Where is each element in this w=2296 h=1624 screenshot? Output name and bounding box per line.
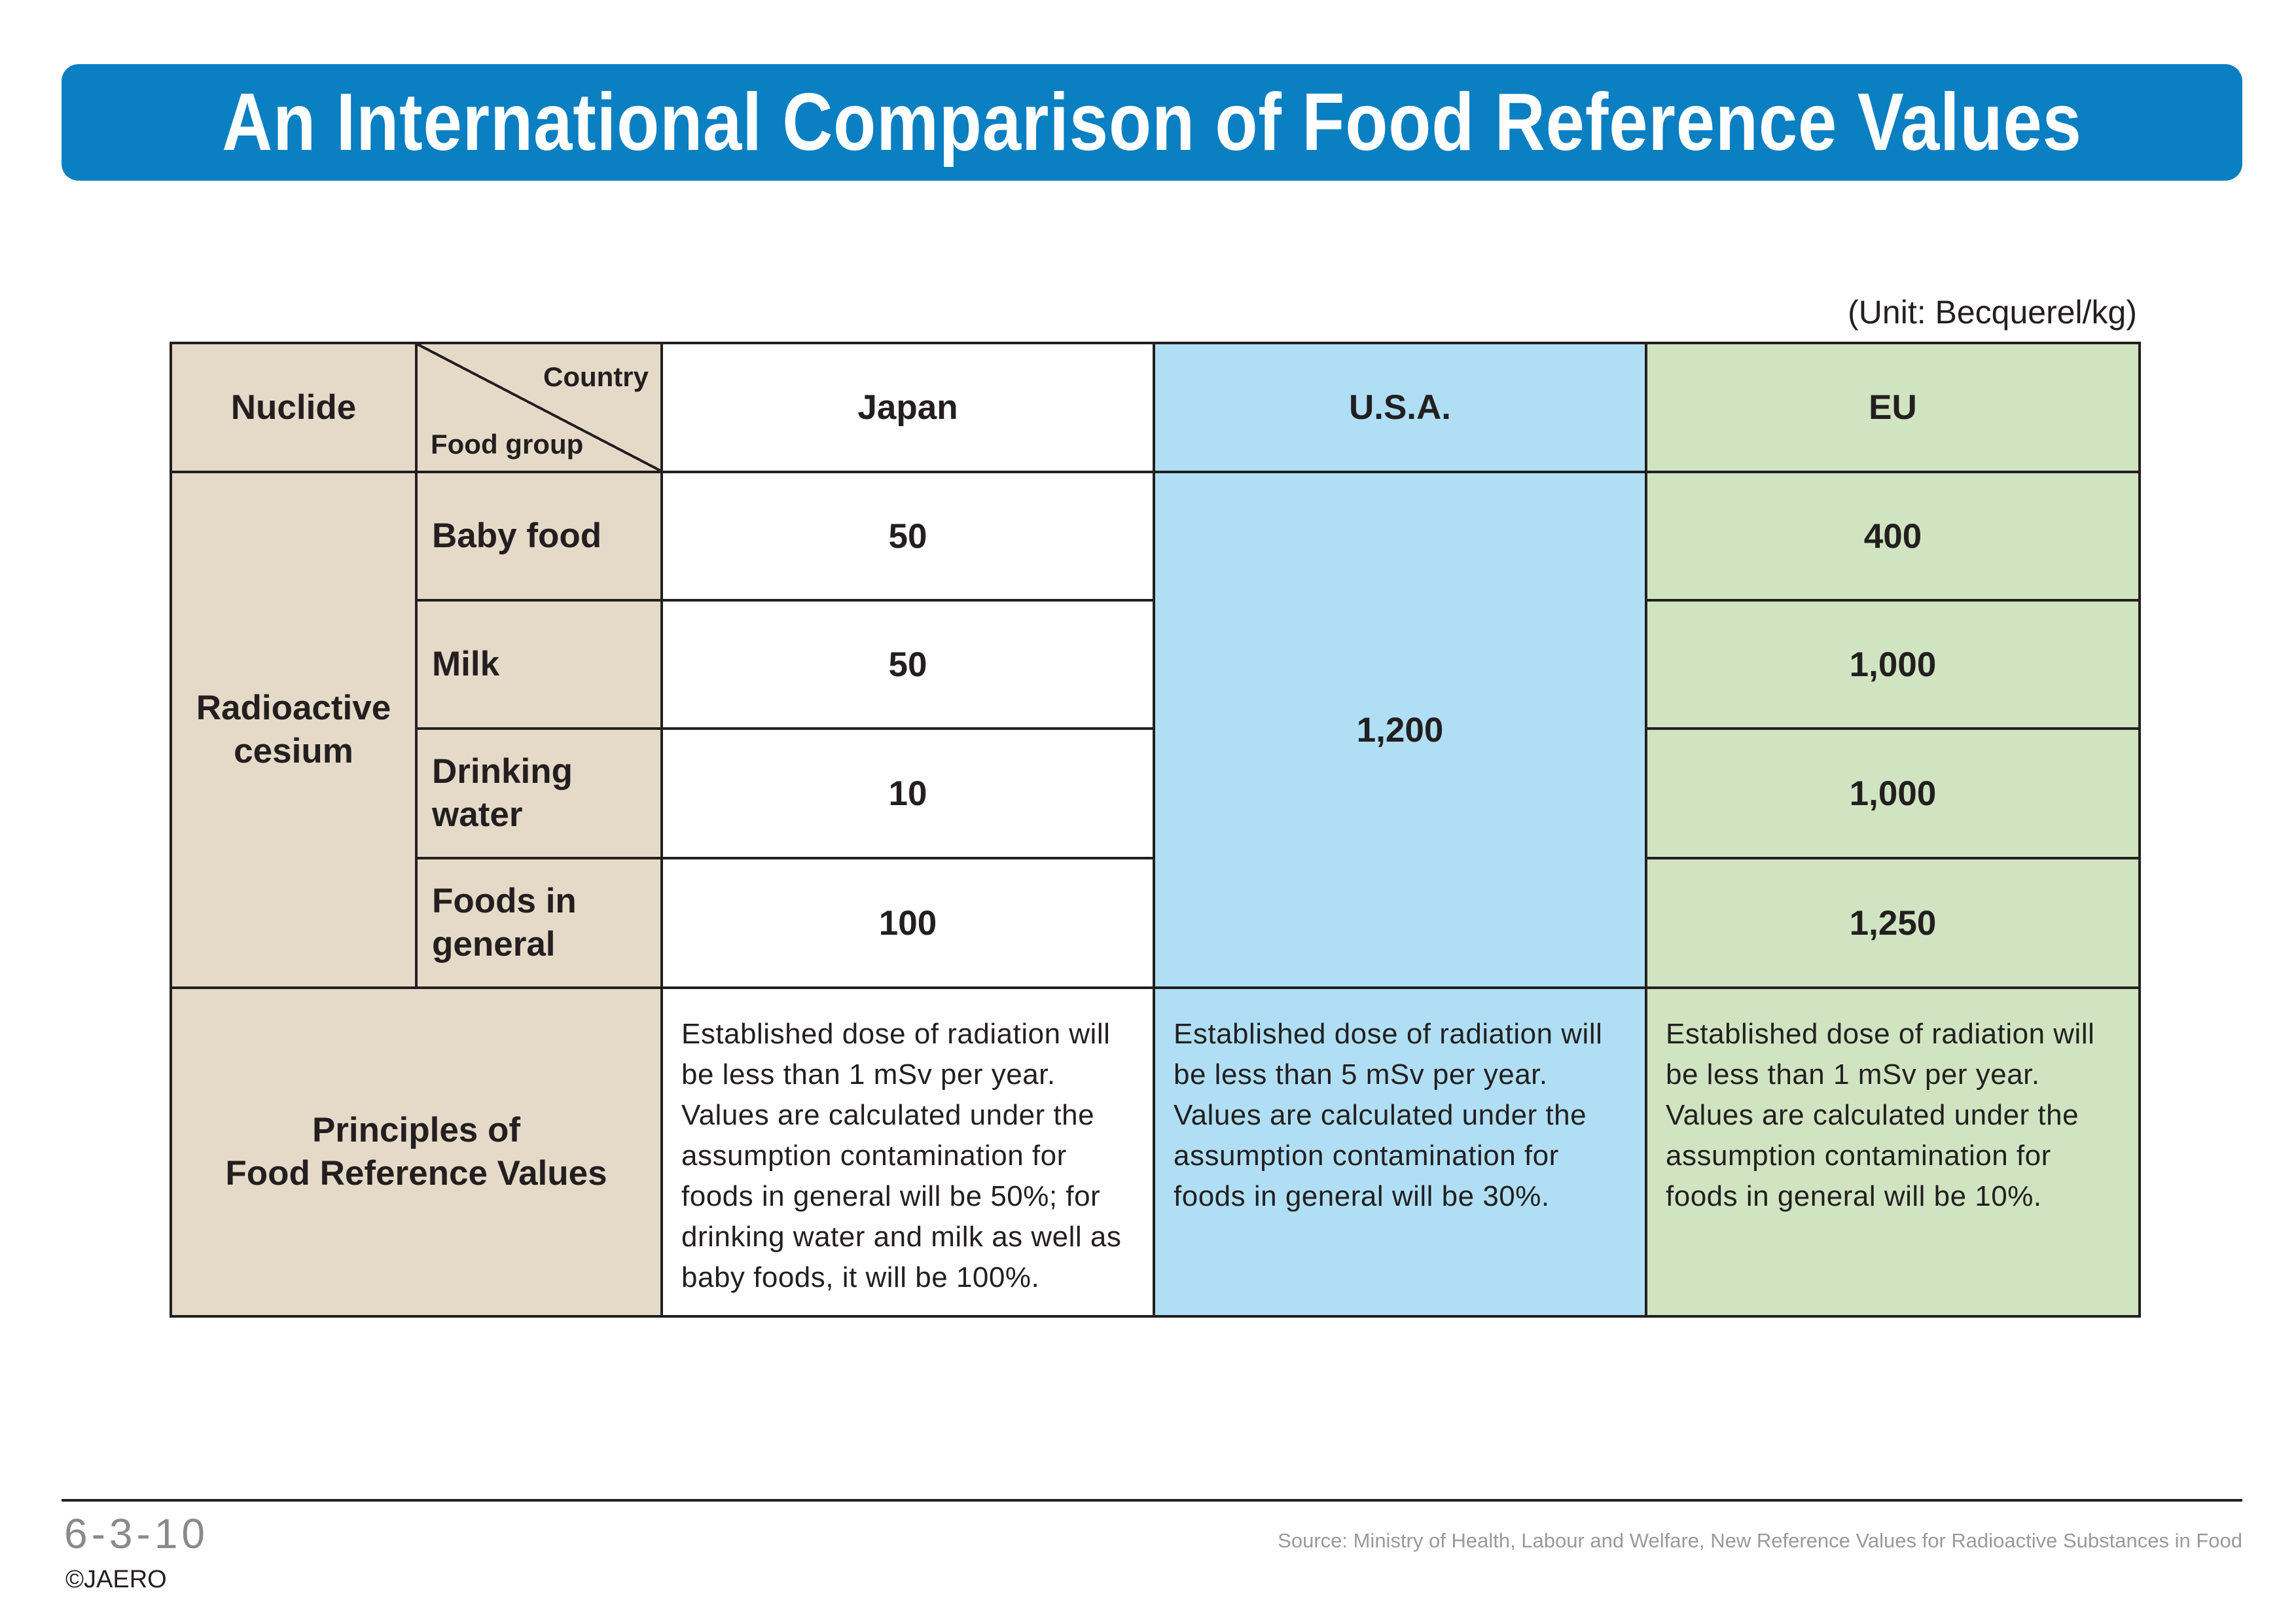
principles-label-line2: Food Reference Values — [225, 1154, 607, 1193]
header-japan: Japan — [660, 342, 1155, 473]
eu-value: 1,250 — [1645, 857, 2141, 989]
reference-values-table: Nuclide Country Food group Japan U.S.A. … — [170, 342, 2141, 1318]
japan-principle: Established dose of radiation will be le… — [660, 986, 1155, 1318]
japan-value: 50 — [660, 599, 1155, 730]
header-usa: U.S.A. — [1153, 342, 1647, 473]
table-row: Milk 50 1,000 — [171, 599, 2141, 730]
eu-value: 1,000 — [1645, 599, 2141, 730]
header-food-group: Food group — [431, 429, 584, 460]
page-title: An International Comparison of Food Refe… — [222, 77, 2082, 168]
footer-divider — [62, 1499, 2242, 1502]
table-row: Foods in general 100 1,250 — [171, 857, 2141, 989]
source-citation: Source: Ministry of Health, Labour and W… — [1278, 1529, 2242, 1552]
food-group-cell: Baby food — [415, 471, 663, 602]
header-country: Country — [543, 361, 649, 392]
eu-principle: Established dose of radiation will be le… — [1645, 986, 2141, 1318]
eu-value: 1,000 — [1645, 727, 2141, 859]
title-banner: An International Comparison of Food Refe… — [62, 64, 2242, 181]
page-number: 6-3-10 — [64, 1510, 209, 1557]
table-header-row: Nuclide Country Food group Japan U.S.A. … — [170, 342, 2141, 473]
eu-value: 400 — [1645, 471, 2141, 602]
copyright: ©JAERO — [65, 1566, 167, 1593]
usa-principle: Established dose of radiation will be le… — [1153, 986, 1647, 1318]
principles-label: Principles of Food Reference Values — [170, 986, 663, 1318]
japan-value: 100 — [660, 857, 1155, 989]
table-row: Radioactive cesium Baby food 50 1,200 40… — [170, 471, 2141, 989]
principles-row: Principles of Food Reference Values Esta… — [170, 986, 2141, 1318]
principles-label-line1: Principles of — [312, 1111, 521, 1149]
food-group-cell: Foods in general — [415, 857, 663, 989]
usa-value: 1,200 — [1153, 471, 1647, 989]
japan-value: 10 — [660, 727, 1155, 859]
nuclide-radioactive-cesium: Radioactive cesium — [170, 471, 418, 989]
food-group-cell: Drinking water — [415, 727, 663, 859]
japan-value: 50 — [660, 471, 1155, 602]
header-country-foodgroup: Country Food group — [415, 342, 663, 473]
food-group-cell: Milk — [415, 599, 663, 730]
header-nuclide: Nuclide — [170, 342, 418, 473]
table-row: Drinking water 10 1,000 — [171, 727, 2141, 859]
nuclide-name: Radioactive cesium — [196, 689, 391, 770]
unit-label: (Unit: Becquerel/kg) — [1848, 294, 2137, 331]
header-eu: EU — [1645, 342, 2141, 473]
